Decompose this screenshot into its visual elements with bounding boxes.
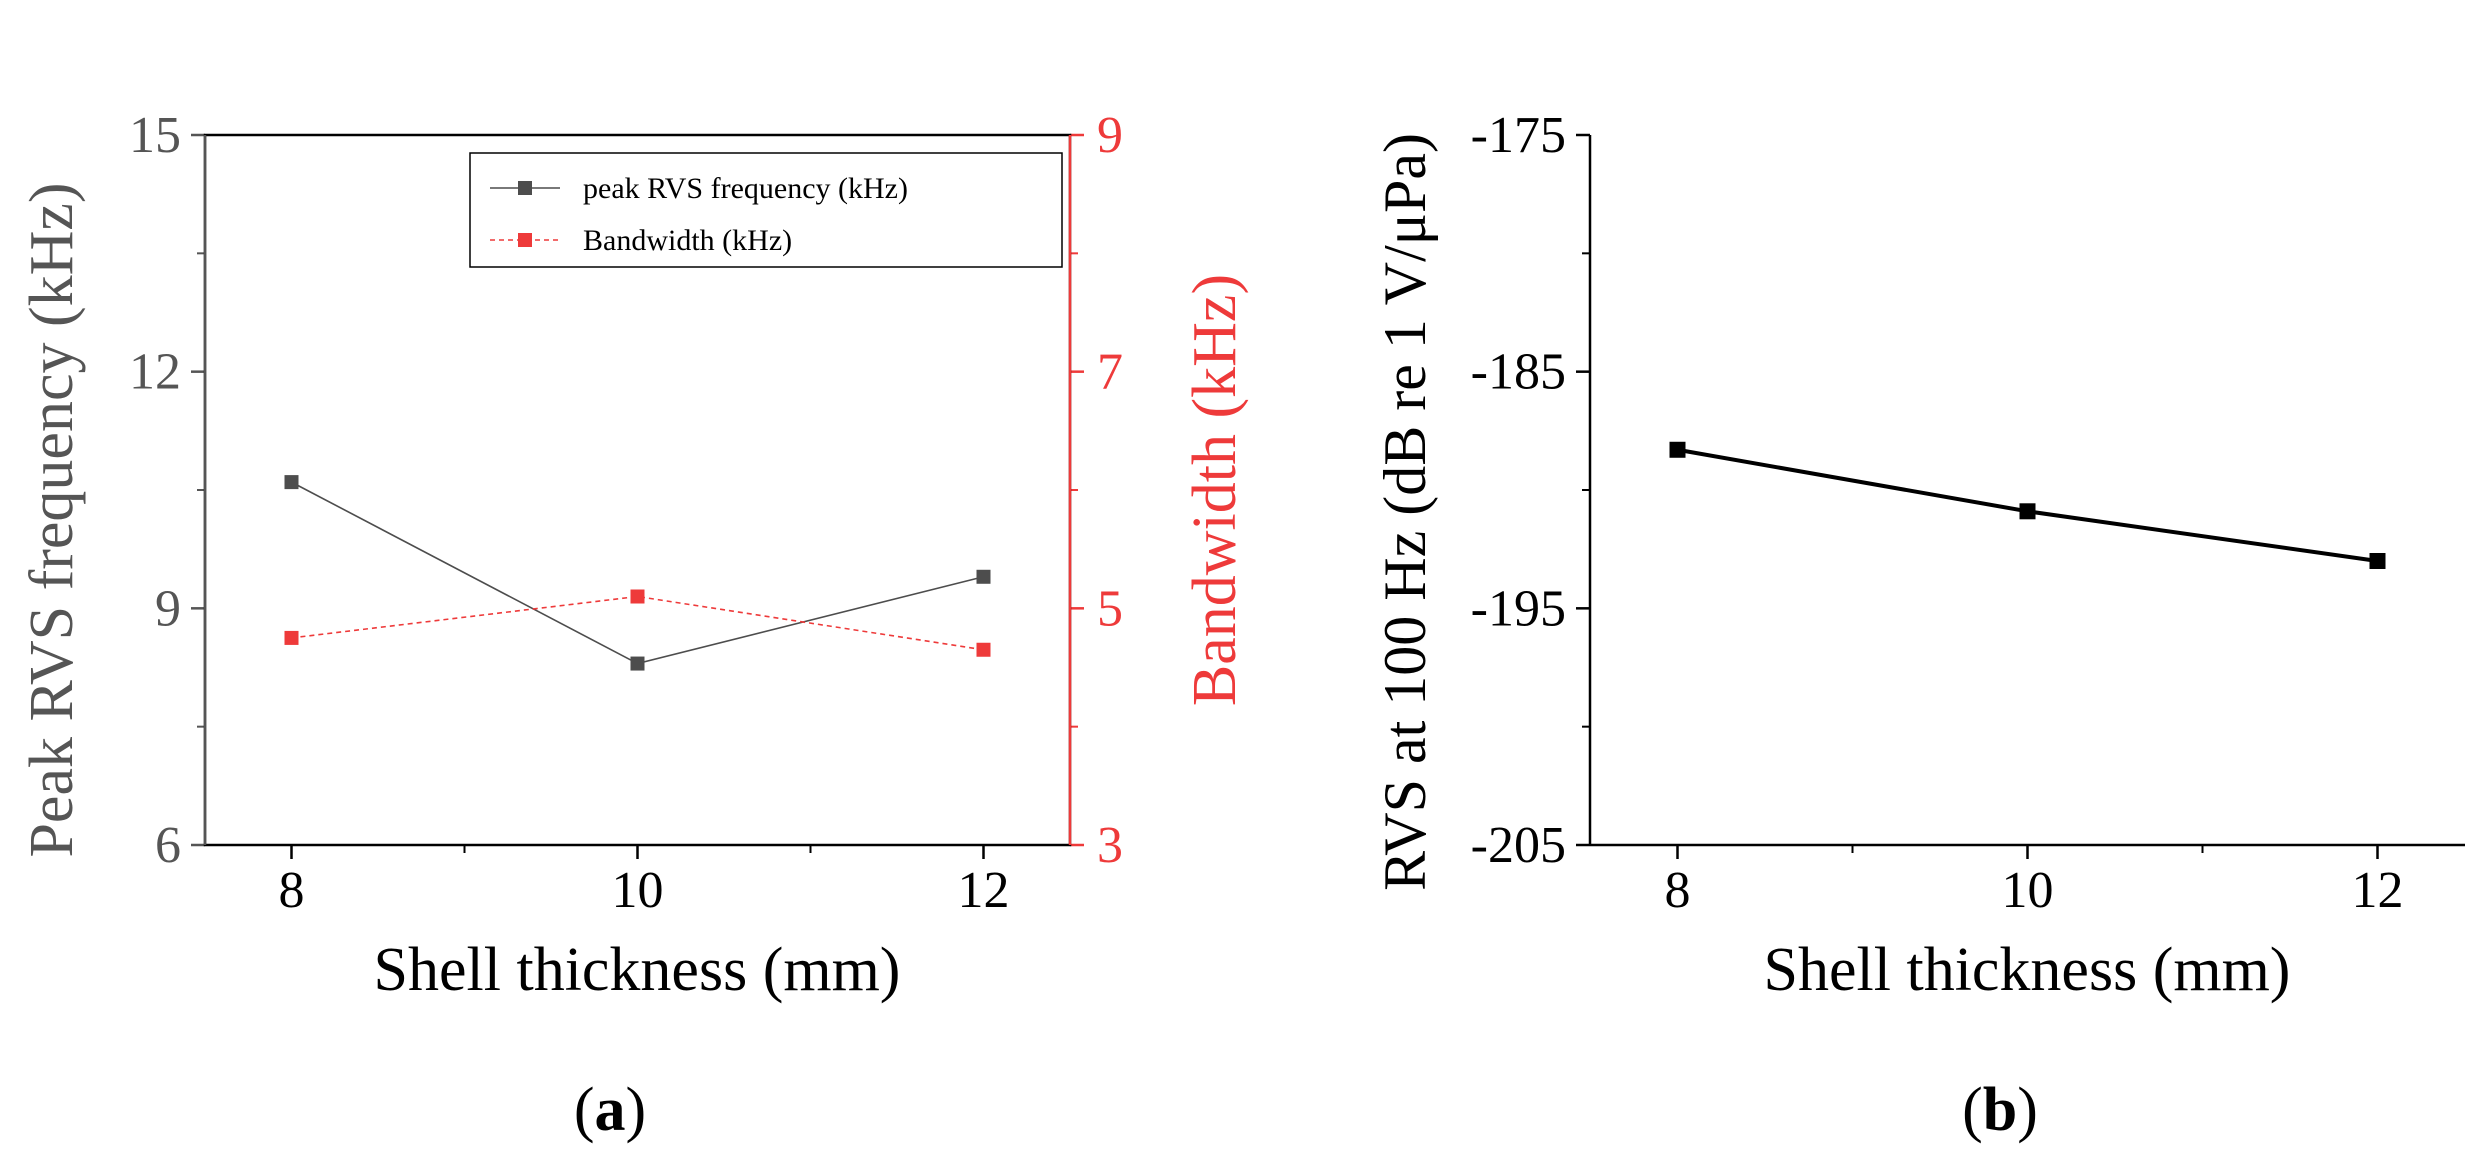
panel-a-label-close: )	[626, 1076, 647, 1144]
series-line-secondary	[291, 595, 984, 651]
panel-b-label-letter: b	[1983, 1076, 2017, 1144]
y2-tick-label: 7	[1097, 344, 1123, 401]
data-point-marker	[1669, 441, 1686, 458]
legend-marker-peak	[518, 181, 532, 195]
legend-label-peak: peak RVS frequency (kHz)	[583, 172, 908, 205]
panel-b-x-axis-label: Shell thickness (mm)	[1764, 936, 2291, 1004]
panel-a-series	[284, 475, 991, 671]
x-tick-label: 8	[279, 862, 305, 919]
panel-b-label-close: )	[2017, 1076, 2038, 1144]
panel-a: 8 10 12 6 9 12 15 3 5 7 9 peak RVS frequency (kHz)…	[18, 107, 1249, 1144]
legend-marker-bandwidth	[518, 233, 532, 247]
y-tick-label: 12	[129, 344, 181, 401]
y2-tick-label: 3	[1097, 817, 1123, 874]
data-point-marker	[2369, 553, 2386, 569]
x-tick-label: 12	[2352, 862, 2404, 919]
panel-a-y2-axis-label: Bandwidth (kHz)	[1181, 274, 1249, 706]
x-tick-label: 12	[958, 862, 1010, 919]
y-tick-label: 15	[129, 107, 181, 164]
data-point-marker	[630, 589, 645, 604]
panel-b-tick-labels: 8 10 12 -205 -195 -185 -175	[1471, 107, 2404, 919]
panel-a-legend: peak RVS frequency (kHz) Bandwidth (kHz)	[469, 152, 1063, 268]
panel-a-y-axis-label: Peak RVS frequency (kHz)	[18, 182, 86, 857]
data-point-marker	[2019, 503, 2036, 520]
y-tick-label: -185	[1471, 344, 1566, 401]
y-tick-label: -175	[1471, 107, 1566, 164]
panel-a-label: (a)	[574, 1076, 646, 1144]
panel-a-ticks	[191, 133, 1084, 859]
panel-b-ticks	[1576, 133, 2379, 859]
x-tick-label: 10	[612, 862, 664, 919]
data-point-marker	[284, 630, 299, 645]
data-point-marker	[976, 642, 991, 657]
panel-a-tick-labels: 8 10 12 6 9 12 15 3 5 7 9	[129, 107, 1123, 919]
panel-b-label-open: (	[1962, 1076, 1983, 1144]
data-point-marker	[976, 569, 991, 584]
y2-tick-label: 9	[1097, 107, 1123, 164]
y2-tick-label: 5	[1097, 580, 1123, 637]
data-point-marker	[284, 475, 299, 490]
legend-label-bandwidth: Bandwidth (kHz)	[583, 224, 792, 257]
y-tick-label: -195	[1471, 580, 1566, 637]
legend-box	[469, 152, 1063, 268]
panel-b: 8 10 12 -205 -195 -185 -175 Shell thickness (m…	[1372, 107, 2465, 1144]
panel-a-label-open: (	[574, 1076, 595, 1144]
series-line-primary	[291, 481, 984, 665]
panel-a-x-axis-label: Shell thickness (mm)	[374, 936, 901, 1004]
panel-b-y-axis-label: RVS at 100 Hz (dB re 1 V/μPa)	[1372, 133, 1438, 891]
x-tick-label: 8	[1665, 862, 1691, 919]
panel-a-label-letter: a	[595, 1076, 626, 1144]
y-tick-label: 9	[155, 580, 181, 637]
panel-b-series	[1669, 441, 2386, 569]
x-tick-label: 10	[2002, 862, 2054, 919]
y-tick-label: 6	[155, 817, 181, 874]
data-point-marker	[630, 656, 645, 671]
panel-b-label: (b)	[1962, 1076, 2038, 1144]
y-tick-label: -205	[1471, 817, 1566, 874]
